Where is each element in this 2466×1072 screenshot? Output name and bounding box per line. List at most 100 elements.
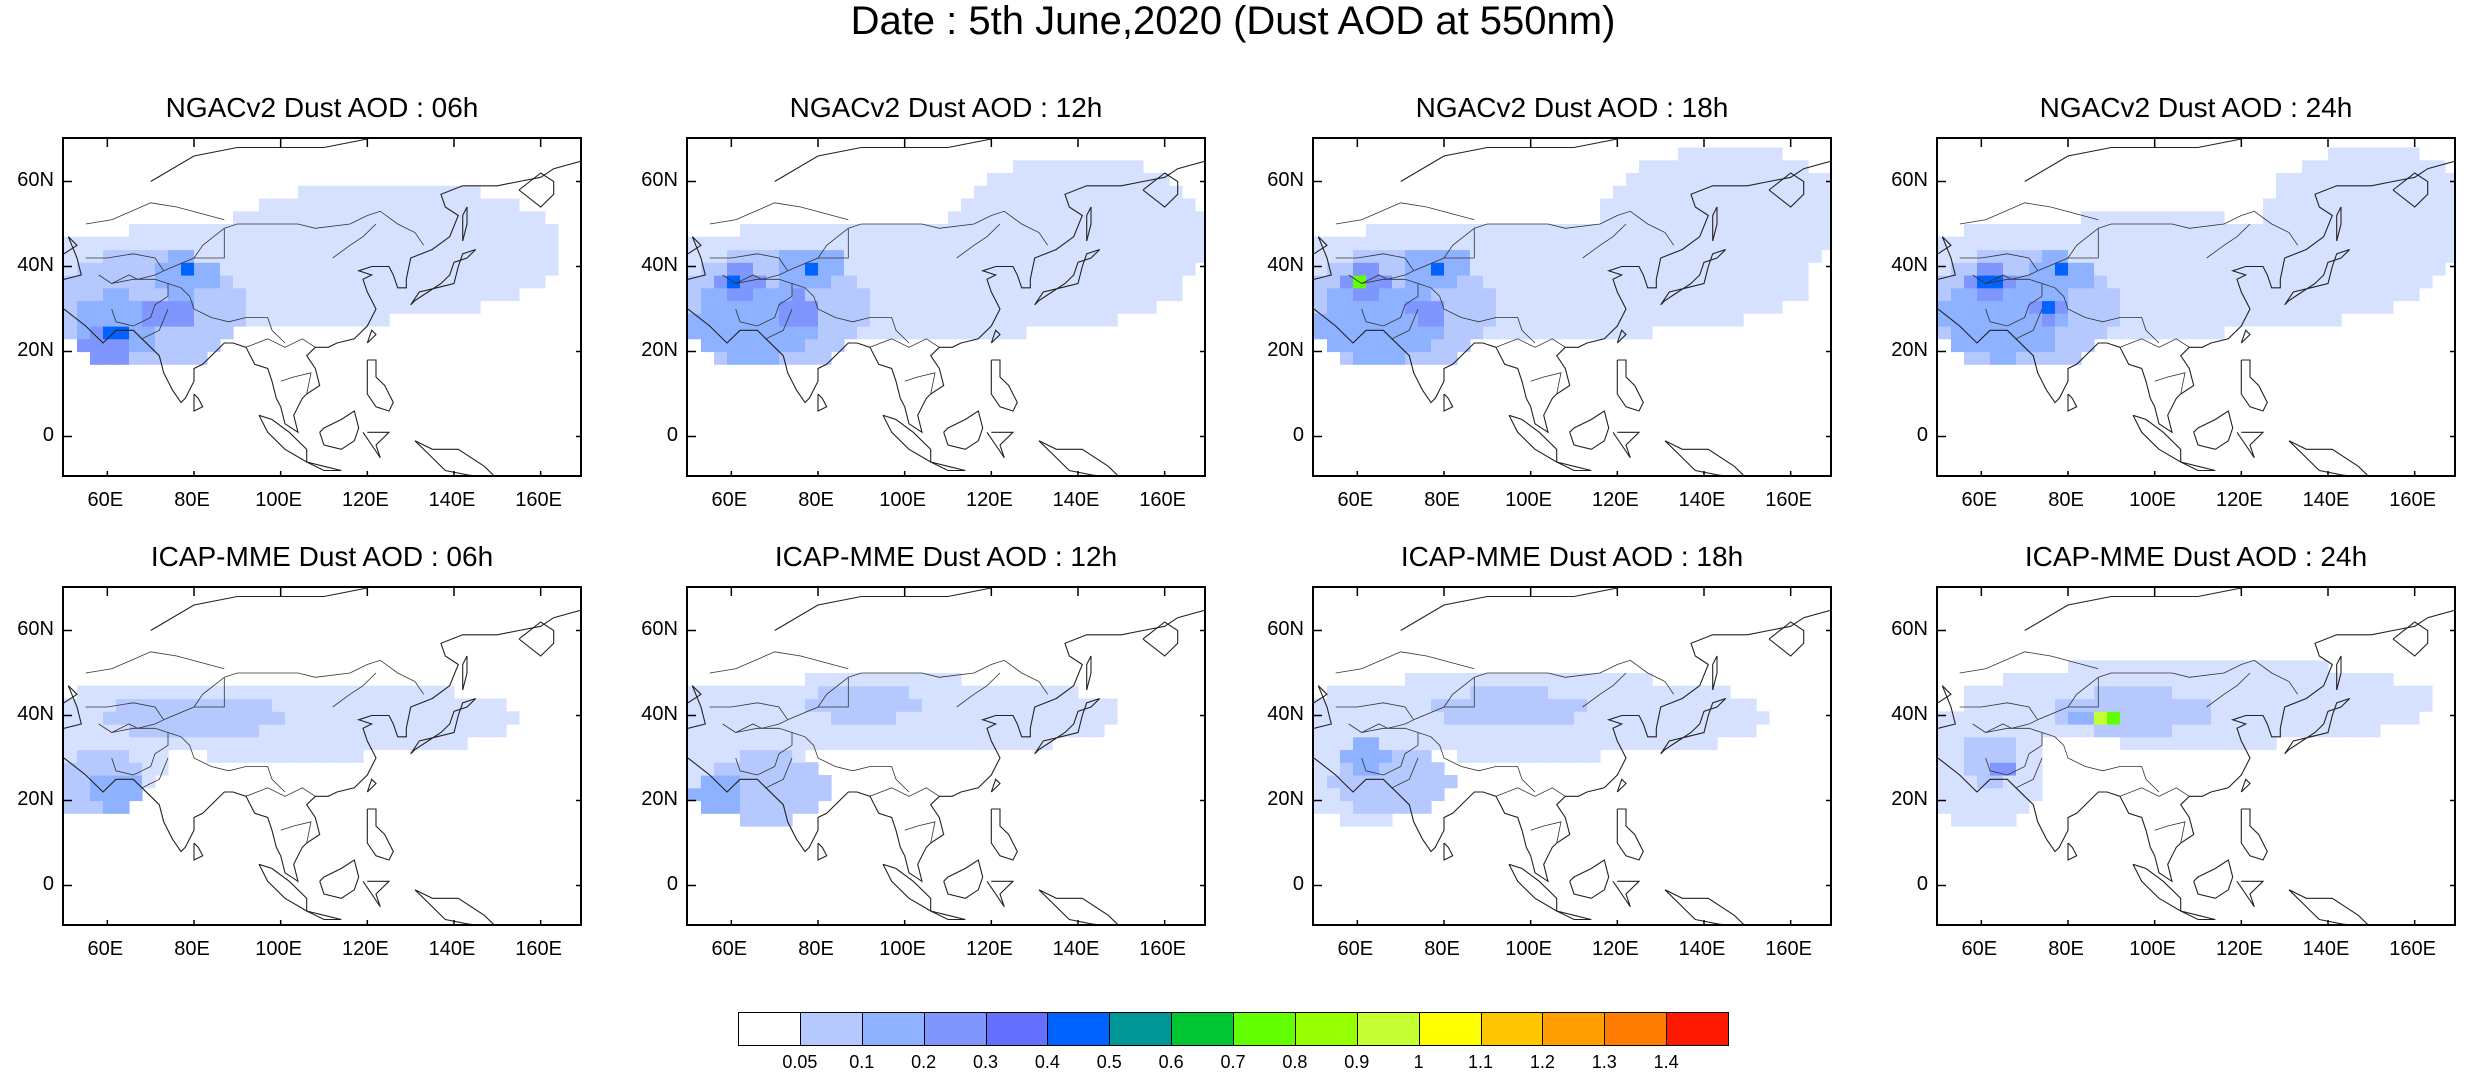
aod-cell (974, 249, 988, 263)
border-line (1959, 202, 2099, 225)
aod-cell (428, 300, 442, 314)
aod-cell (415, 211, 429, 225)
aod-cell (207, 224, 221, 238)
aod-cell (2055, 262, 2069, 276)
aod-cell (2367, 724, 2381, 738)
aod-cell (259, 685, 273, 700)
aod-cell (909, 249, 923, 263)
aod-cell (688, 313, 702, 327)
aod-cell (948, 224, 962, 238)
aod-cell (2367, 685, 2381, 700)
aod-cell (1418, 749, 1432, 763)
aod-cell (727, 351, 741, 365)
aod-cell (1366, 287, 1380, 302)
aod-cell (1782, 287, 1796, 302)
aod-cell (1808, 211, 1822, 225)
aod-cell (2198, 326, 2212, 340)
aod-cell (1951, 749, 1965, 763)
y-tick-label: 0 (1292, 423, 1304, 446)
aod-cell (1353, 236, 1367, 251)
aod-cell (818, 262, 832, 276)
aod-cell (1091, 160, 1105, 174)
aod-cell (2211, 698, 2225, 712)
aod-cell (103, 275, 117, 289)
x-tick-label: 80E (2048, 489, 2084, 511)
colorbar-label: 1.1 (1467, 1052, 1494, 1072)
aod-cell (1091, 262, 1105, 276)
aod-cell (2211, 262, 2225, 276)
coastline (366, 329, 377, 344)
aod-cell (1730, 262, 1744, 276)
aod-cell (2055, 313, 2069, 327)
aod-cell (1039, 711, 1053, 725)
aod-cell (2133, 685, 2147, 700)
aod-cell (1366, 800, 1380, 814)
aod-cell (77, 698, 91, 712)
aod-cell (90, 749, 104, 763)
aod-cell (2003, 249, 2017, 263)
aod-cell (2107, 685, 2121, 700)
aod-cell (415, 711, 429, 725)
aod-cell (90, 787, 104, 802)
aod-cell (714, 338, 728, 353)
aod-cell (519, 249, 533, 263)
aod-cell (1327, 724, 1341, 738)
aod-cell (1457, 749, 1471, 763)
aod-cell (922, 287, 936, 302)
aod-cell (285, 300, 299, 314)
aod-cell (1509, 262, 1523, 276)
aod-cell (1626, 185, 1640, 200)
aod-cell (896, 711, 910, 725)
aod-cell (1366, 313, 1380, 327)
aod-cell (2406, 262, 2420, 276)
aod-cell (922, 249, 936, 263)
border-line (848, 210, 1049, 246)
aod-cell (207, 249, 221, 263)
aod-cell (350, 224, 364, 238)
aod-cell (2211, 224, 2225, 238)
aod-cell (1509, 313, 1523, 327)
aod-cell (1483, 287, 1497, 302)
aod-cell (909, 673, 923, 687)
aod-cell (116, 351, 130, 365)
coastline (688, 236, 706, 280)
aod-cell (1795, 211, 1809, 225)
aod-cell (831, 736, 845, 751)
colorbar-box (1542, 1012, 1606, 1046)
aod-cell (441, 198, 455, 212)
aod-cell (2016, 775, 2030, 789)
y-tick-label: 0 (666, 872, 678, 895)
aod-cell (1052, 224, 1066, 238)
aod-cell (1574, 724, 1588, 738)
aod-cell (1717, 300, 1731, 314)
coastline (366, 778, 377, 793)
aod-cell (818, 326, 832, 340)
y-tick-label: 40N (1891, 253, 1928, 276)
aod-cell (2367, 211, 2381, 225)
aod-cell (246, 685, 260, 700)
aod-cell (506, 249, 520, 263)
aod-cell (1156, 236, 1170, 251)
aod-cell (2016, 749, 2030, 763)
aod-cell (1353, 787, 1367, 802)
aod-cell (1379, 275, 1393, 289)
aod-cell (1379, 800, 1393, 814)
aod-cell (935, 236, 949, 251)
aod-cell (1052, 185, 1066, 200)
coastline (2240, 329, 2251, 344)
aod-cell (2354, 711, 2368, 725)
aod-cell (1431, 313, 1445, 327)
border-line (735, 283, 793, 327)
aod-cell (2172, 326, 2186, 340)
aod-cell (467, 211, 481, 225)
aod-cell (2016, 698, 2030, 712)
aod-cell (2393, 711, 2407, 725)
aod-cell (1717, 224, 1731, 238)
aod-cell (948, 326, 962, 340)
aod-cell (1078, 287, 1092, 302)
aod-cell (1130, 160, 1144, 174)
aod-cell (1091, 236, 1105, 251)
aod-field (1314, 147, 1830, 365)
aod-cell (285, 211, 299, 225)
aod-cell (194, 313, 208, 327)
